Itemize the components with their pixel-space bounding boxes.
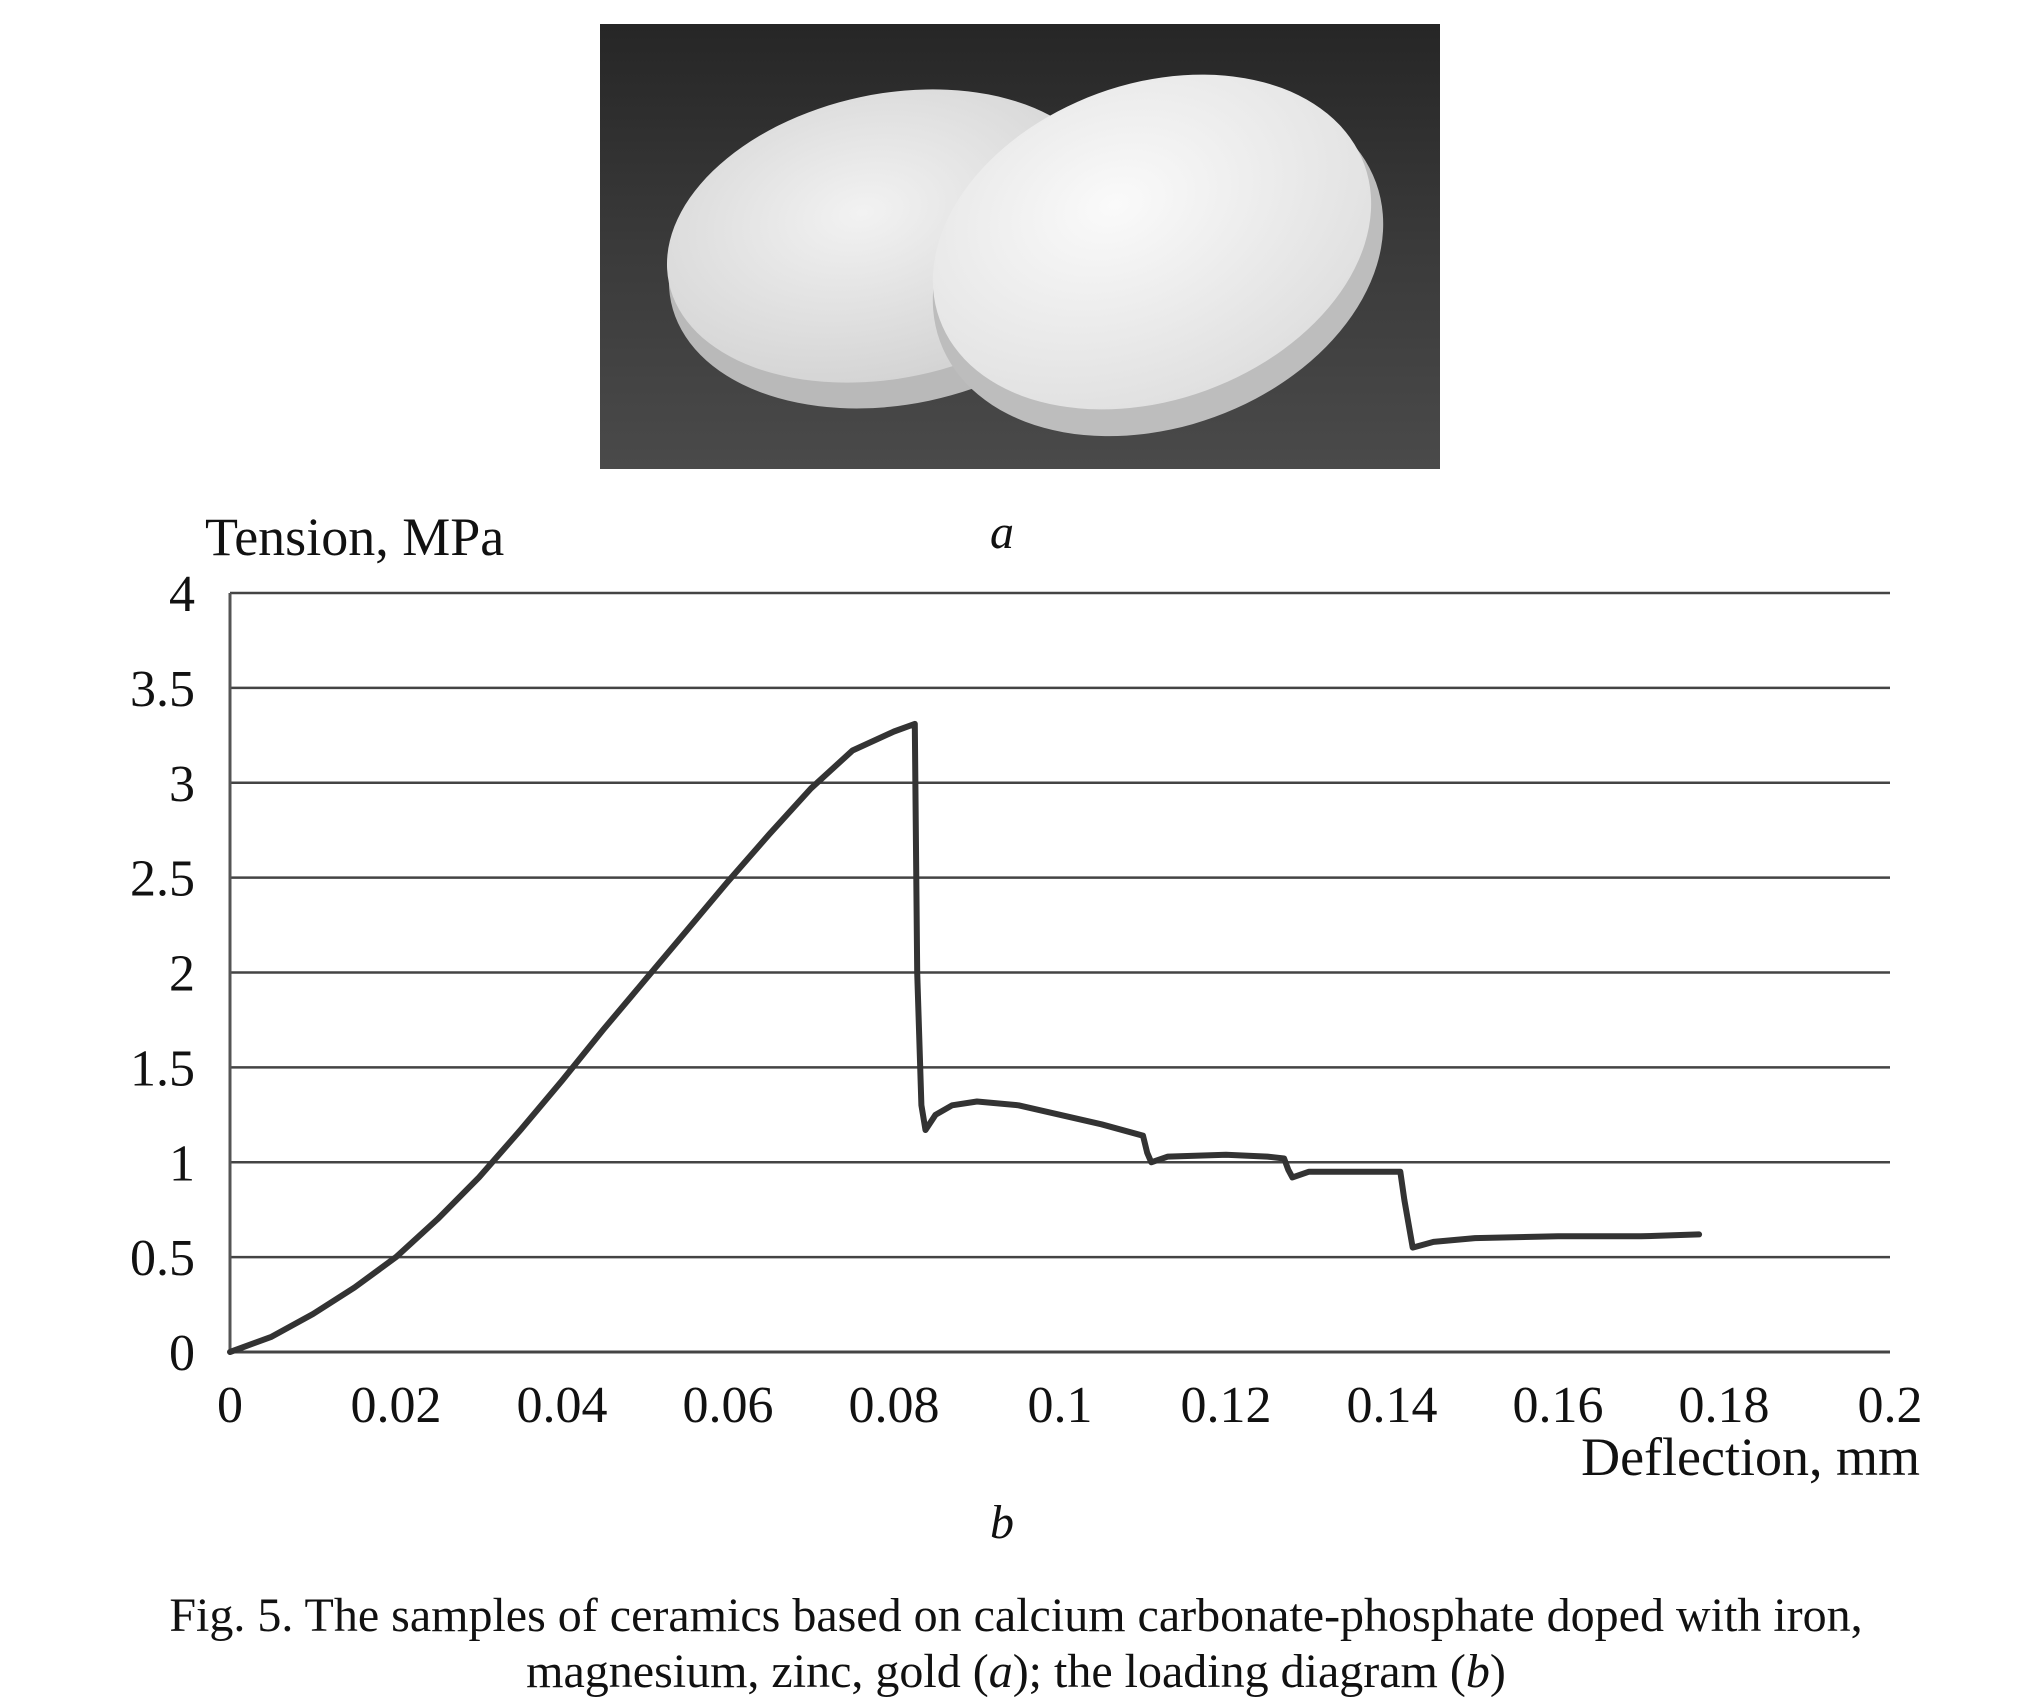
y-tick-label: 2.5 (130, 851, 195, 908)
grid-lines (230, 591, 1890, 1354)
x-tick-label: 0.12 (1181, 1377, 1272, 1434)
x-tick-label: 0.06 (683, 1377, 774, 1434)
panel-a-label: a (990, 506, 1014, 559)
caption-ref-a: a (988, 1645, 1013, 1698)
figure-caption: Fig. 5. The samples of ceramics based on… (0, 1588, 2032, 1700)
caption-line-2-part: ); the loading diagram ( (1012, 1645, 1466, 1698)
y-tick-label: 2 (169, 946, 195, 1003)
y-tick-label: 0.5 (130, 1230, 195, 1287)
caption-line-2-part: magnesium, zinc, gold ( (526, 1645, 989, 1698)
y-tick-label: 0 (169, 1325, 195, 1382)
x-tick-label: 0.02 (351, 1377, 442, 1434)
x-tick-label: 0.14 (1347, 1377, 1438, 1434)
x-tick-label: 0.1 (1028, 1377, 1093, 1434)
caption-ref-b: b (1465, 1645, 1490, 1698)
y-tick-label: 1 (169, 1135, 195, 1192)
loading-diagram-chart: 0 0.5 1 1.5 2 2.5 3 3.5 4 0 0.02 0.04 0.06 0.08 0.1 0.… (130, 507, 1923, 1487)
y-axis-title: Tension, MPa (205, 507, 504, 567)
x-tick-label: 0 (217, 1377, 243, 1434)
x-tick-label: 0.18 (1679, 1377, 1770, 1434)
x-tick-label: 0.16 (1513, 1377, 1604, 1434)
series-line-tension (227, 720, 1703, 1355)
x-tick-label: 0.08 (849, 1377, 940, 1434)
x-tick-label: 0.2 (1858, 1377, 1923, 1434)
ceramic-samples-photo (600, 24, 1440, 469)
x-axis-title: Deflection, mm (1581, 1427, 1920, 1487)
y-tick-label: 3 (169, 756, 195, 813)
caption-line-2: magnesium, zinc, gold (a); the loading d… (0, 1644, 2032, 1700)
y-tick-labels: 0 0.5 1 1.5 2 2.5 3 3.5 4 (130, 566, 195, 1382)
caption-line-1: Fig. 5. The samples of ceramics based on… (169, 1589, 1863, 1642)
caption-line-2-part: ) (1489, 1645, 1506, 1698)
y-tick-label: 4 (169, 566, 195, 623)
y-tick-label: 1.5 (130, 1040, 195, 1097)
x-tick-label: 0.04 (517, 1377, 608, 1434)
y-tick-label: 3.5 (130, 661, 195, 718)
panel-b-label: b (990, 1496, 1014, 1549)
x-tick-labels: 0 0.02 0.04 0.06 0.08 0.1 0.12 0.14 0.16 0.18 0.2 (217, 1377, 1923, 1434)
